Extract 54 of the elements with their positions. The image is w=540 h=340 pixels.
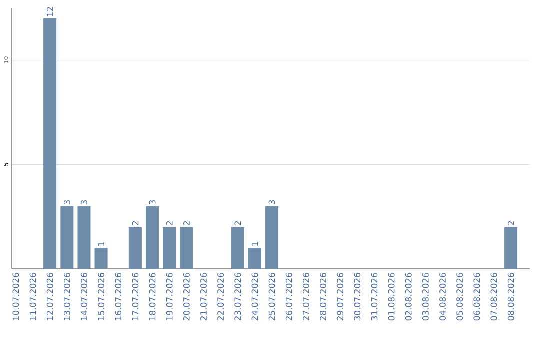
data-label: 2 (234, 221, 242, 226)
x-tick-label: 30.07.2026 (354, 273, 361, 321)
x-tick-label: 22.07.2026 (218, 273, 224, 321)
x-tick-label: 14.07.2026 (81, 273, 88, 320)
bar (146, 206, 160, 269)
x-tick-label: 11.07.2026 (30, 273, 36, 320)
data-label: 3 (64, 200, 70, 205)
data-label: 2 (508, 221, 514, 226)
x-tick-label: 06.08.2026 (474, 273, 480, 321)
data-label: 1 (252, 242, 258, 246)
bar (44, 18, 57, 269)
x-tick-label: 31.07.2026 (371, 273, 378, 321)
data-label: 12 (46, 7, 54, 16)
x-tick-label: 10.07.2026 (12, 273, 20, 320)
bar (60, 206, 74, 269)
data-label: 1 (98, 242, 104, 246)
data-label: 2 (184, 221, 190, 226)
x-tick-label: 16.07.2026 (115, 273, 122, 320)
data-label: 2 (166, 221, 173, 226)
x-tick-label: 17.07.2026 (132, 273, 139, 320)
x-tick-label: 05.08.2026 (456, 273, 464, 321)
bar (231, 227, 244, 269)
bar (163, 227, 176, 269)
x-tick-label: 02.08.2026 (405, 273, 412, 321)
data-label: 2 (132, 221, 139, 226)
x-tick-label: 20.07.2026 (183, 273, 190, 321)
x-tick-label: 07.08.2026 (490, 273, 498, 321)
x-tick-label: 01.08.2026 (388, 273, 395, 321)
bar (78, 206, 91, 269)
x-tick-label: 08.08.2026 (508, 273, 514, 321)
bar (504, 227, 518, 269)
x-tick-label: 29.07.2026 (337, 273, 344, 321)
data-label: 3 (268, 200, 276, 205)
x-tick-label: 27.07.2026 (302, 273, 310, 321)
x-tick-label: 19.07.2026 (166, 273, 173, 320)
x-tick-label: 12.07.2026 (46, 273, 54, 320)
bar (94, 248, 108, 269)
bar (248, 248, 262, 269)
bar (180, 227, 194, 269)
x-tick-label: 24.07.2026 (252, 273, 258, 321)
x-tick-label: 15.07.2026 (98, 273, 105, 320)
x-tick-label: 25.07.2026 (268, 273, 276, 321)
x-tick-label: 18.07.2026 (149, 273, 156, 320)
x-tick-label: 04.08.2026 (440, 273, 446, 321)
bar (128, 227, 142, 269)
x-tick-label: 26.07.2026 (286, 273, 292, 321)
x-tick-label: 13.07.2026 (64, 273, 70, 320)
data-label: 3 (81, 200, 88, 205)
x-tick-label: 23.07.2026 (234, 273, 242, 321)
data-label: 3 (149, 200, 156, 205)
x-tick-label: 28.07.2026 (320, 273, 326, 321)
bar (266, 206, 279, 269)
x-tick-label: 03.08.2026 (422, 273, 429, 321)
x-tick-label: 21.07.2026 (200, 273, 207, 321)
